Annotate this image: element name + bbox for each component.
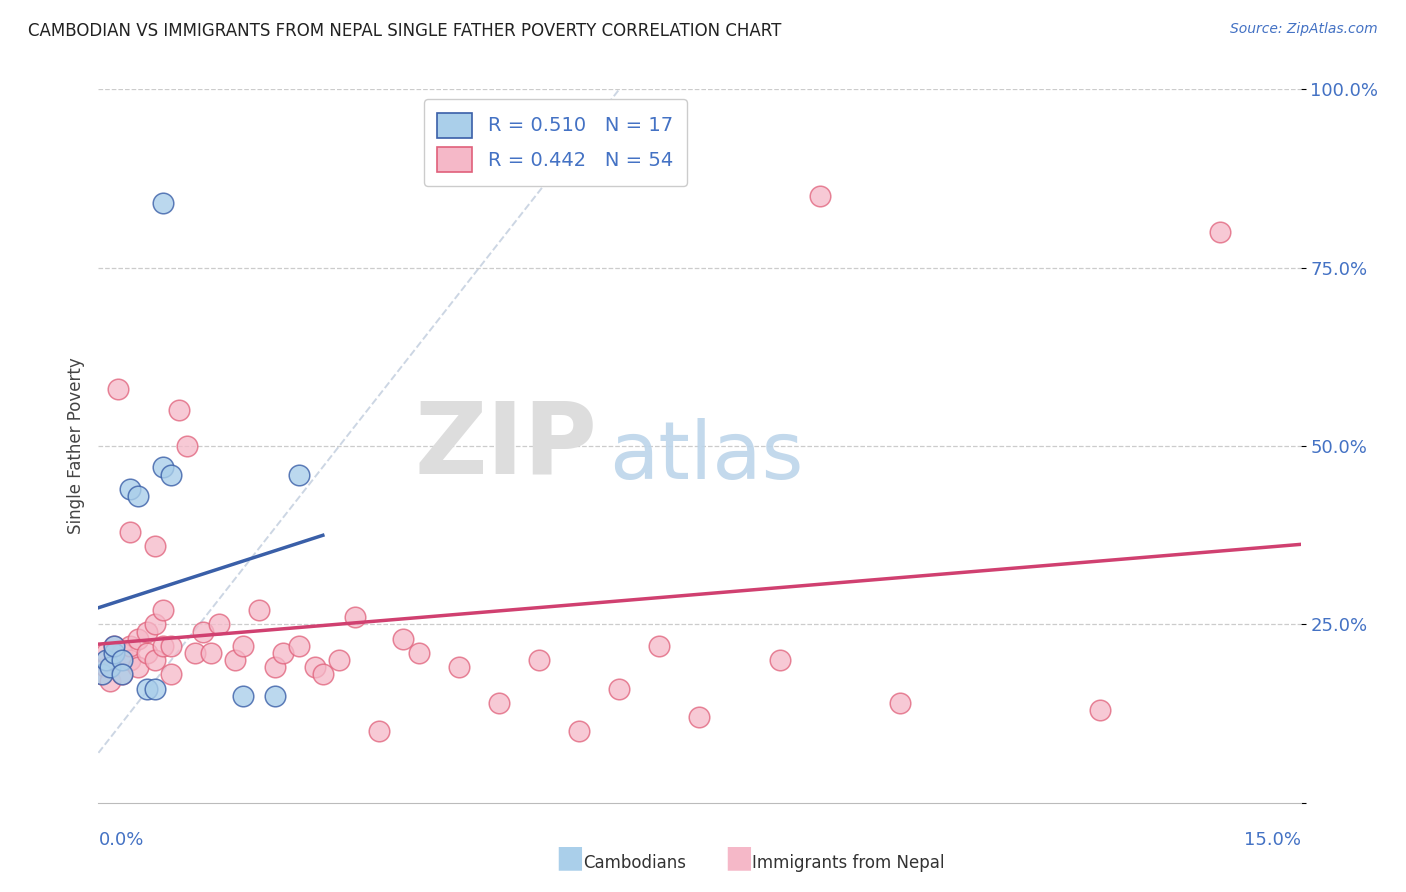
Point (143, 539, 166, 553)
Point (152, 460, 174, 475)
Point (343, 610, 366, 624)
Point (1209, 225, 1232, 239)
Point (529, 653, 551, 667)
Text: ZIP: ZIP (415, 398, 598, 494)
Point (648, 639, 671, 653)
Point (111, 667, 134, 681)
Point (247, 603, 270, 617)
Point (100, 674, 122, 689)
Point (111, 667, 134, 681)
Text: atlas: atlas (609, 417, 804, 496)
Point (120, 524, 142, 539)
Point (568, 724, 591, 739)
Point (271, 646, 294, 660)
Text: 0.0%: 0.0% (98, 831, 143, 849)
Point (408, 646, 430, 660)
Point (96, 660, 118, 674)
Point (208, 617, 231, 632)
Text: Immigrants from Nepal: Immigrants from Nepal (752, 855, 945, 872)
Point (688, 710, 710, 724)
Point (135, 646, 157, 660)
Point (312, 667, 335, 681)
Point (176, 439, 198, 453)
Point (111, 653, 134, 667)
Point (167, 403, 190, 417)
Text: Source: ZipAtlas.com: Source: ZipAtlas.com (1230, 22, 1378, 37)
Point (128, 660, 150, 674)
Point (120, 639, 142, 653)
Text: ■: ■ (724, 843, 754, 872)
Point (152, 603, 174, 617)
Text: Cambodians: Cambodians (583, 855, 686, 872)
Point (889, 696, 911, 710)
Point (96, 653, 118, 667)
Point (288, 467, 311, 482)
Point (143, 653, 166, 667)
Text: CAMBODIAN VS IMMIGRANTS FROM NEPAL SINGLE FATHER POVERTY CORRELATION CHART: CAMBODIAN VS IMMIGRANTS FROM NEPAL SINGL… (28, 22, 782, 40)
Point (609, 681, 631, 696)
Point (447, 660, 470, 674)
Point (107, 382, 129, 396)
Point (103, 639, 125, 653)
Point (288, 639, 311, 653)
Point (1088, 703, 1111, 717)
Point (152, 639, 174, 653)
Point (200, 646, 222, 660)
Point (159, 467, 181, 482)
Point (96, 646, 118, 660)
Point (191, 624, 214, 639)
Point (91, 667, 114, 681)
Point (135, 624, 157, 639)
Point (232, 639, 254, 653)
Point (368, 724, 391, 739)
Point (103, 653, 125, 667)
Point (135, 681, 157, 696)
Point (91, 667, 114, 681)
Point (120, 653, 142, 667)
Point (224, 653, 246, 667)
Point (183, 646, 205, 660)
Y-axis label: Single Father Poverty: Single Father Poverty (66, 358, 84, 534)
Point (768, 653, 790, 667)
Point (152, 196, 174, 211)
Point (328, 653, 350, 667)
Point (143, 617, 166, 632)
Point (103, 639, 125, 653)
Point (488, 696, 510, 710)
Text: 15.0%: 15.0% (1243, 831, 1301, 849)
Point (263, 689, 285, 703)
Text: ■: ■ (555, 843, 585, 872)
Point (232, 689, 254, 703)
Point (392, 632, 415, 646)
Point (103, 646, 125, 660)
Point (128, 632, 150, 646)
Point (128, 489, 150, 503)
Point (304, 660, 326, 674)
Point (111, 646, 134, 660)
Legend: R = 0.510   N = 17, R = 0.442   N = 54: R = 0.510 N = 17, R = 0.442 N = 54 (423, 99, 686, 186)
Point (808, 189, 831, 203)
Point (143, 681, 166, 696)
Point (159, 667, 181, 681)
Point (159, 639, 181, 653)
Point (100, 660, 122, 674)
Point (120, 482, 142, 496)
Point (263, 660, 285, 674)
